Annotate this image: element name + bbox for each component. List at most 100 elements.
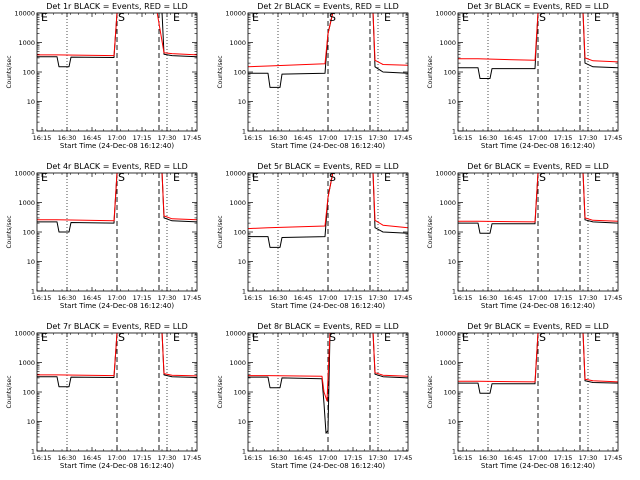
series-line-lld	[458, 13, 618, 63]
marker-label: S	[118, 171, 125, 184]
x-tick-label: 17:15	[344, 454, 363, 462]
y-tick-label: 10	[448, 98, 456, 106]
x-axis-label: Start Time (24-Dec-08 16:12:40)	[481, 462, 595, 470]
marker-label: E	[173, 11, 180, 24]
marker-label: E	[384, 331, 391, 344]
plot-area	[248, 173, 408, 248]
x-tick-label: 17:15	[344, 134, 363, 142]
y-tick-label: 10000	[225, 170, 246, 178]
y-axis-label: Counts/sec	[217, 375, 224, 408]
y-tick-label: 1000	[439, 359, 456, 367]
x-tick-label: 17:15	[554, 294, 573, 302]
plot-area	[458, 173, 618, 234]
series-line-lld	[248, 173, 408, 230]
y-tick-label: 10	[27, 258, 35, 266]
x-tick-label: 17:30	[579, 454, 598, 462]
y-tick-label: 1	[31, 128, 35, 136]
x-axis-label: Start Time (24-Dec-08 16:12:40)	[481, 302, 595, 310]
x-tick-label: 17:30	[369, 294, 388, 302]
x-tick-label: 17:30	[579, 294, 598, 302]
plot-frame	[457, 12, 619, 132]
marker-label: S	[539, 11, 546, 24]
y-tick-label: 10	[238, 258, 246, 266]
y-tick-label: 100	[234, 69, 246, 77]
x-tick-label: 16:45	[504, 294, 523, 302]
x-tick-label: 17:00	[529, 294, 548, 302]
y-tick-label: 10000	[435, 330, 456, 338]
marker-label: E	[594, 331, 601, 344]
x-tick-label: 16:45	[83, 294, 102, 302]
panel-3: Det 3r BLACK = Events, RED = LLD 1 10 100 10…	[427, 2, 622, 150]
x-tick-label: 16:45	[294, 134, 313, 142]
x-tick-label: 17:30	[369, 134, 388, 142]
y-tick-label: 1000	[439, 39, 456, 47]
plot-area	[37, 173, 197, 233]
y-tick-label: 100	[23, 229, 35, 237]
y-tick-label: 10000	[14, 10, 35, 18]
plot-frame	[36, 332, 198, 452]
marker-label: E	[462, 171, 469, 184]
x-tick-label: 17:30	[158, 294, 177, 302]
series-line-lld	[37, 173, 197, 222]
y-axis-label: Counts/sec	[217, 55, 224, 88]
plot-area	[458, 13, 618, 79]
x-axis-label: Start Time (24-Dec-08 16:12:40)	[481, 142, 595, 150]
panel-9: Det 9r BLACK = Events, RED = LLD 1 10 100 10…	[427, 322, 622, 470]
x-tick-label: 16:30	[58, 134, 77, 142]
x-tick-label: 16:45	[83, 454, 102, 462]
x-tick-label: 17:15	[344, 294, 363, 302]
chart-title: Det 3r BLACK = Events, RED = LLD	[467, 2, 609, 11]
marker-label: S	[118, 11, 125, 24]
x-tick-label: 17:15	[133, 294, 152, 302]
x-tick-label: 17:45	[604, 134, 623, 142]
y-tick-label: 100	[234, 389, 246, 397]
marker-label: S	[329, 331, 336, 344]
x-tick-label: 17:00	[319, 134, 338, 142]
x-tick-label: 17:00	[319, 454, 338, 462]
x-tick-label: 16:30	[479, 454, 498, 462]
marker-label: S	[329, 11, 336, 24]
x-tick-label: 16:15	[33, 134, 52, 142]
x-tick-label: 16:45	[83, 134, 102, 142]
plot-frame	[247, 172, 409, 292]
plot-frame	[247, 12, 409, 132]
marker-label: E	[173, 331, 180, 344]
x-tick-label: 17:45	[183, 134, 202, 142]
y-axis-label: Counts/sec	[427, 55, 434, 88]
marker-label: E	[41, 331, 48, 344]
series-line-events	[248, 173, 408, 248]
x-axis-label: Start Time (24-Dec-08 16:12:40)	[60, 462, 174, 470]
y-tick-label: 10	[448, 418, 456, 426]
x-tick-label: 17:15	[554, 134, 573, 142]
marker-label: S	[539, 331, 546, 344]
x-axis-label: Start Time (24-Dec-08 16:12:40)	[60, 142, 174, 150]
y-tick-label: 100	[444, 69, 456, 77]
y-tick-label: 10000	[14, 330, 35, 338]
x-tick-label: 17:00	[319, 294, 338, 302]
plot-area	[458, 333, 618, 394]
x-tick-label: 16:30	[479, 294, 498, 302]
x-tick-label: 17:00	[108, 294, 127, 302]
x-tick-label: 17:00	[108, 454, 127, 462]
panel-7: Det 7r BLACK = Events, RED = LLD 1 10 100 10…	[6, 322, 201, 470]
x-tick-label: 17:15	[133, 454, 152, 462]
x-tick-label: 17:00	[529, 454, 548, 462]
x-tick-label: 17:15	[554, 454, 573, 462]
y-tick-label: 100	[444, 389, 456, 397]
chart-title: Det 2r BLACK = Events, RED = LLD	[257, 2, 399, 11]
plot-area	[37, 333, 197, 388]
y-tick-label: 100	[23, 389, 35, 397]
y-tick-label: 10000	[435, 10, 456, 18]
x-tick-label: 17:45	[394, 454, 413, 462]
x-tick-label: 16:30	[58, 454, 77, 462]
y-axis-label: Counts/sec	[427, 375, 434, 408]
marker-label: E	[173, 171, 180, 184]
plot-frame	[457, 332, 619, 452]
y-tick-label: 10	[238, 98, 246, 106]
y-tick-label: 10000	[14, 170, 35, 178]
x-tick-label: 16:15	[454, 294, 473, 302]
y-axis-label: Counts/sec	[217, 215, 224, 248]
panel-6: Det 6r BLACK = Events, RED = LLD 1 10 100 10…	[427, 162, 622, 310]
x-tick-label: 16:15	[244, 294, 263, 302]
